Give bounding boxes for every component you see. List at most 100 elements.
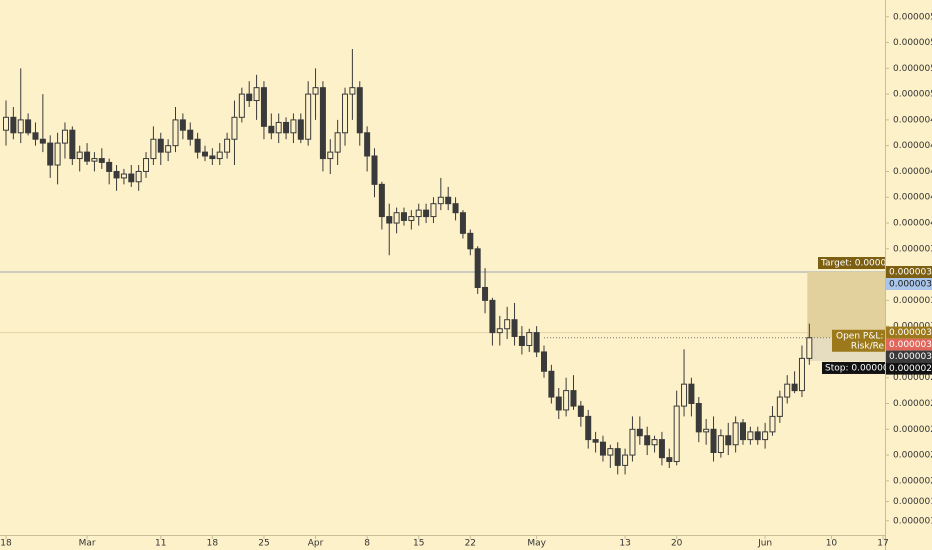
candle-body	[717, 435, 724, 453]
candle-body	[128, 173, 135, 183]
candle-body	[776, 396, 783, 417]
candle-body	[592, 439, 599, 443]
x-tick-label: 8	[364, 539, 370, 549]
candle-body	[423, 209, 430, 218]
candle-body	[54, 142, 61, 166]
y-tick-label: 0.00000480	[893, 115, 932, 125]
candle-body	[769, 415, 776, 433]
target-label: Target: 0.00000051 (	[820, 259, 916, 269]
candle-body	[555, 396, 562, 411]
candle-body	[135, 170, 142, 183]
candle-body	[349, 87, 356, 95]
y-tick-label: 0.00000420	[893, 193, 932, 203]
pnl-label-box	[832, 329, 885, 352]
candle-body	[644, 435, 651, 446]
candle-body	[150, 138, 157, 160]
candle-body	[489, 299, 496, 334]
candle-body	[290, 119, 297, 134]
candle-body	[482, 286, 489, 301]
candle-body	[17, 119, 24, 134]
y-tick-label: 0.00000500	[893, 90, 932, 100]
candle-body	[445, 196, 452, 205]
candle-body	[327, 151, 334, 160]
candle-body	[408, 216, 415, 221]
pnl-label: Open P&L: 0.00	[836, 331, 907, 341]
price-tag	[886, 266, 932, 279]
candle-body	[607, 448, 614, 456]
candle-body	[614, 448, 621, 466]
candle-body	[297, 119, 304, 140]
candle-body	[305, 93, 312, 140]
target-label-box	[818, 257, 885, 270]
price-tag	[886, 278, 932, 291]
candle-body	[563, 390, 570, 411]
candle-body	[636, 428, 643, 437]
candle-body	[393, 212, 400, 224]
x-tick-label: 11	[155, 539, 166, 549]
candle-body	[518, 335, 525, 346]
candle-body	[400, 212, 407, 221]
price-tag	[886, 326, 932, 339]
candle-body	[526, 332, 533, 346]
candle-body	[25, 119, 32, 134]
candle-body	[430, 203, 437, 218]
candle-body	[231, 116, 238, 140]
candle-body	[599, 441, 606, 456]
candle-body	[120, 173, 127, 179]
candle-body	[224, 138, 231, 153]
y-tick-label: 0.00000240	[893, 425, 932, 435]
candle-body	[437, 196, 444, 205]
y-tick-label: 0.00000184	[893, 497, 932, 507]
x-tick-label: 22	[465, 539, 476, 549]
target-zone	[807, 272, 885, 338]
price-tag-label: 0.00000311	[889, 352, 932, 362]
candle-body	[157, 138, 164, 153]
candle-body	[570, 390, 577, 407]
candle-body	[673, 405, 680, 463]
candle-body	[106, 161, 113, 172]
candle-body	[371, 155, 378, 185]
candle-body	[209, 155, 216, 160]
candle-body	[496, 328, 503, 334]
candle-body	[791, 383, 798, 392]
candle-body	[268, 125, 275, 134]
x-tick-label: Apr	[308, 539, 324, 549]
x-tick-label: 15	[413, 539, 424, 549]
candle-body	[334, 132, 341, 153]
y-tick-label: 0.00000220	[893, 451, 932, 461]
candle-body	[452, 203, 459, 214]
candle-body	[378, 183, 385, 218]
candle-body	[10, 116, 17, 134]
y-tick-label: 0.00000400	[893, 219, 932, 229]
candle-body	[710, 428, 717, 453]
candle-body	[319, 87, 326, 160]
candle-body	[113, 170, 120, 179]
price-tag-label: 0.00000311	[889, 340, 932, 350]
candle-body	[784, 383, 791, 398]
candle-body	[511, 319, 518, 337]
candle-body	[253, 87, 260, 102]
y-tick-label: 0.00000280	[893, 373, 932, 383]
candle-body	[364, 132, 371, 157]
candle-body	[238, 93, 245, 118]
candle-body	[84, 151, 91, 162]
y-tick-label: 0.00000200	[893, 476, 932, 486]
y-tick-label: 0.00000169	[893, 516, 932, 526]
candle-body	[629, 428, 636, 456]
candle-body	[275, 121, 282, 134]
x-tick-label: 17	[877, 539, 888, 549]
candle-body	[312, 87, 319, 95]
candle-body	[658, 439, 665, 459]
x-tick-label: 20	[671, 539, 683, 549]
candle-body	[474, 248, 481, 288]
candle-body	[216, 151, 223, 160]
candle-body	[98, 158, 105, 163]
y-tick-label: 0.00000520	[893, 64, 932, 74]
candle-body	[356, 87, 363, 134]
x-tick-label: 13	[619, 539, 630, 549]
candle-body	[459, 212, 466, 234]
candle-body	[725, 435, 732, 446]
candle-body	[201, 151, 208, 157]
